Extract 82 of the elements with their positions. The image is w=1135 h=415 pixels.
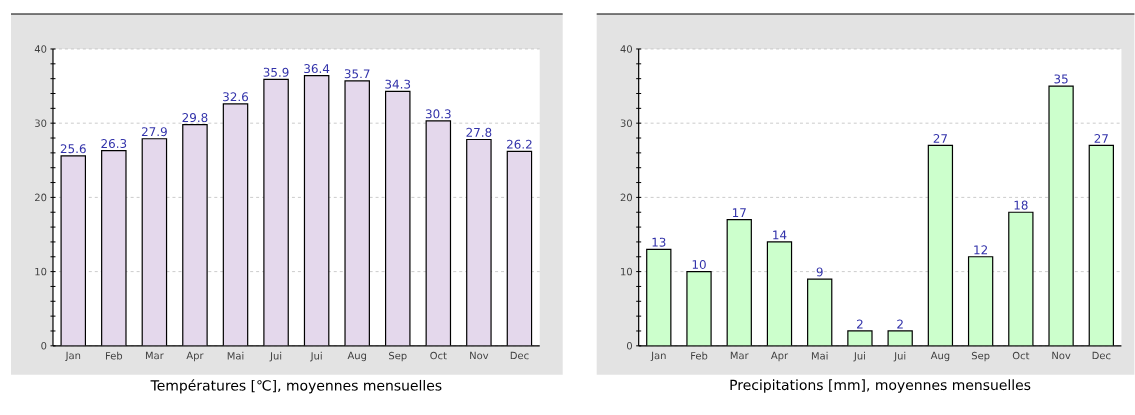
x-tick-label: Mar [145, 351, 164, 360]
bar [686, 271, 712, 346]
x-tick-label: Sep [971, 351, 990, 362]
bar [385, 91, 410, 346]
bar [426, 121, 451, 346]
bar [304, 75, 329, 346]
bar [466, 139, 492, 346]
bar [506, 150, 533, 346]
x-tick-label: Jan [650, 351, 666, 362]
y-tick-label: 20 [35, 193, 47, 202]
data-label: 26.2 [507, 139, 532, 149]
bar [182, 124, 208, 346]
data-label: 9 [816, 267, 823, 277]
y-tick-label: 0 [626, 342, 633, 350]
data-label: 36.4 [304, 64, 330, 74]
x-tick-label: Apr [186, 351, 204, 362]
x-tick-label: Nov [1052, 351, 1071, 360]
bar [727, 219, 752, 346]
x-tick-label: Feb [105, 351, 123, 360]
text: Precipitations [mm], moyennes mensuelles [730, 379, 1031, 393]
y-tick-label: 40 [620, 45, 633, 53]
data-label: 27 [933, 134, 947, 143]
data-label: 10 [692, 260, 706, 270]
bar [223, 104, 248, 346]
data-label: 13 [652, 237, 666, 247]
bar [807, 279, 832, 346]
data-label: 27 [1094, 134, 1108, 143]
bar [1088, 144, 1114, 346]
data-label: 2 [857, 319, 863, 329]
data-label: 29.8 [182, 113, 208, 123]
x-tick-label: Jan [65, 351, 81, 362]
bar [61, 155, 86, 346]
x-tick-label: Jui [853, 351, 866, 362]
x-tick-label: Mai [227, 351, 244, 360]
x-tick-label: Jui [310, 351, 322, 362]
x-tick-label: Dec [1092, 351, 1111, 360]
data-label: 2 [897, 319, 903, 329]
x-tick-label: Apr [770, 351, 789, 362]
y-tick-label: 30 [35, 119, 47, 128]
x-tick-label: Oct [1012, 351, 1030, 360]
y-tick-label: 10 [621, 267, 633, 276]
data-label: 35 [1054, 74, 1068, 84]
y-tick-label: 0 [41, 342, 47, 350]
bar [1049, 86, 1074, 346]
data-label: 27.8 [466, 127, 492, 138]
y-tick-label: 10 [35, 267, 47, 276]
y-tick-label: 20 [620, 193, 633, 202]
data-label: 18 [1014, 200, 1028, 210]
data-label: 35.7 [344, 69, 370, 79]
x-tick-label: Dec [510, 351, 529, 360]
bar [968, 256, 993, 346]
y-tick-label: 40 [34, 45, 47, 53]
bar [101, 150, 126, 346]
data-label: 14 [773, 230, 787, 240]
x-tick-label: Aug [930, 351, 950, 362]
y-tick-label: 30 [620, 119, 633, 128]
x-tick-label: Jui [269, 351, 282, 362]
bar [646, 249, 671, 346]
x-tick-label: Jui [893, 351, 906, 362]
x-tick-label: Sep [389, 351, 407, 362]
data-label: 25.6 [60, 144, 86, 154]
x-tick-label: Feb [691, 351, 708, 360]
bar [1008, 212, 1033, 346]
bar [263, 79, 289, 346]
data-label: 32.6 [223, 92, 249, 102]
data-label: 35.9 [263, 67, 289, 77]
x-tick-label: Aug [347, 351, 367, 362]
data-label: 12 [974, 245, 988, 255]
x-tick-label: Nov [470, 351, 489, 360]
bar [142, 138, 167, 346]
data-label: 30.3 [425, 109, 451, 119]
text: Températures [℃], moyennes mensuelles [150, 379, 442, 394]
bar [928, 145, 953, 346]
x-tick-label: Mai [811, 351, 828, 360]
x-tick-label: Mar [730, 351, 749, 360]
data-label: 34.3 [385, 79, 411, 89]
data-label: 26.3 [101, 139, 127, 149]
data-label: 17 [732, 208, 746, 218]
bar [345, 81, 370, 346]
data-label: 27.9 [141, 127, 167, 137]
bar [767, 242, 792, 346]
x-tick-label: Oct [430, 351, 447, 360]
